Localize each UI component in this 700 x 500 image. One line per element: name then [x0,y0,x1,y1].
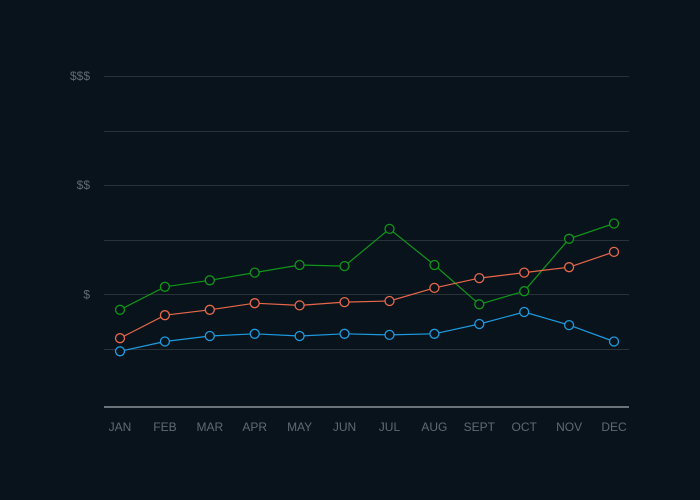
x-tick-label-mar: MAR [196,420,223,434]
y-tick-label-2: $ [83,287,90,301]
series-0-point-mar [204,275,215,286]
y-tick-label-0: $$$ [70,69,90,83]
series-1-point-sept [474,272,485,284]
series-0-point-oct [519,286,530,297]
series-2-line [119,311,615,352]
series-2-point-jun [339,328,350,339]
series-1-point-jan [114,333,126,344]
series [114,218,620,357]
series-2-point-oct [519,306,530,318]
series-1-line [119,251,615,339]
y-tick-label-1: $$ [77,178,91,192]
series-1 [114,246,620,344]
series-2-point-mar [204,330,215,342]
series-1-point-jul [384,295,395,307]
series-2-point-aug [429,328,440,339]
series-0-point-may [294,259,305,271]
gridlines [104,76,629,350]
x-tick-label-may: MAY [287,420,312,434]
series-1-point-may [294,300,305,311]
x-tick-label-apr: APR [242,420,267,434]
series-0-point-jun [339,260,350,272]
series-2-point-jul [384,329,395,341]
series-2-point-nov [563,319,575,331]
y-tick-labels: $$$$$$ [70,69,90,301]
x-tick-label-jan: JAN [109,420,132,434]
series-0-point-sept [474,299,485,310]
series-1-point-nov [563,262,575,273]
x-tick-labels: JAN FEB MAR APR MAY JUN JUL AUG SEPT OCT NOV DEC [109,420,627,434]
series-2-point-apr [249,328,260,339]
series-0-point-nov [563,233,575,244]
series-1-point-apr [249,298,260,309]
series-2-point-jan [114,346,126,357]
series-1-point-jun [339,296,350,308]
x-tick-label-oct: OCT [512,420,538,434]
x-tick-label-feb: FEB [153,420,176,434]
x-tick-label-jun: JUN [333,420,356,434]
series-0-point-jan [114,304,126,315]
x-tick-label-nov: NOV [556,420,582,434]
x-tick-label-dec: DEC [601,420,627,434]
x-tick-label-sept: SEPT [464,420,496,434]
series-2-point-sept [474,318,485,330]
x-tick-label-aug: AUG [421,420,447,434]
series-2-point-feb [159,336,171,347]
series-0-line [119,222,615,311]
series-2-point-dec [608,336,620,347]
series-1-point-aug [429,282,440,294]
series-1-point-feb [159,310,171,321]
series-2-point-may [294,330,305,342]
series-1-point-mar [204,304,215,315]
series-0-point-jul [384,223,395,235]
series-0 [114,218,620,315]
x-tick-label-jul: JUL [379,420,401,434]
series-0-point-feb [159,281,171,292]
series-0-point-aug [429,259,440,271]
series-0-point-dec [608,218,620,229]
series-1-point-oct [519,267,530,278]
series-0-point-apr [249,267,260,278]
series-2 [114,306,620,357]
series-1-point-dec [608,246,620,258]
